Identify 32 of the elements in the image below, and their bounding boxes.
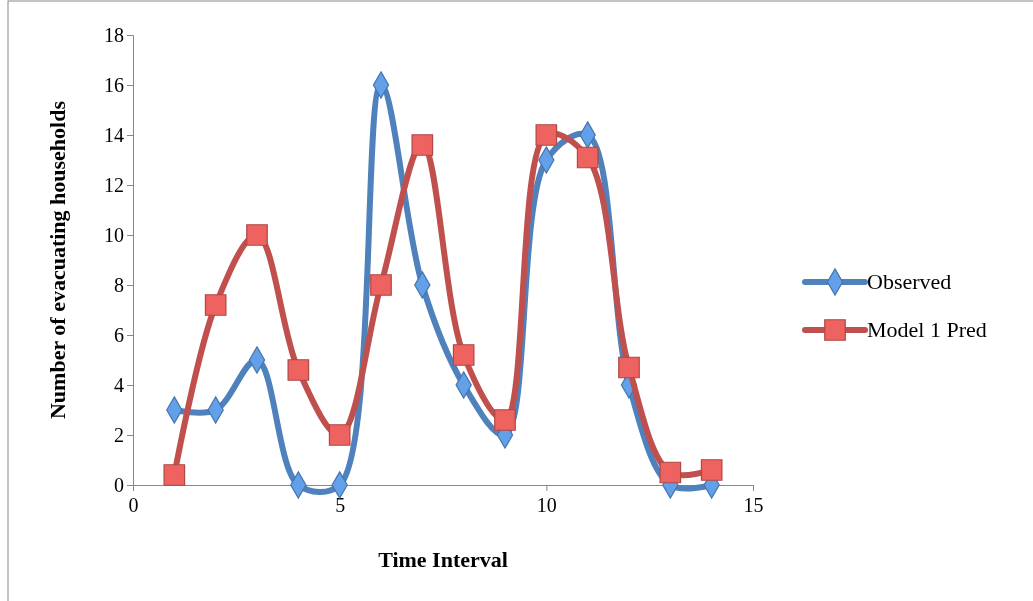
x-tick-label: 15 <box>743 494 764 516</box>
point <box>452 344 475 366</box>
x-tick-label: 0 <box>128 494 139 516</box>
point <box>411 134 434 156</box>
y-tick-label: 6 <box>114 323 124 346</box>
legend-label: Model 1 Pred <box>867 317 987 342</box>
point <box>618 356 640 379</box>
y-tick-label: 10 <box>104 223 124 246</box>
y-tick-label: 2 <box>114 423 124 446</box>
y-tick-label: 0 <box>114 473 124 496</box>
x-tick-label: 10 <box>536 494 557 516</box>
point <box>246 224 268 246</box>
x-tick-label: 5 <box>335 494 346 516</box>
point <box>659 461 682 484</box>
y-tick-label: 4 <box>114 373 124 396</box>
point <box>370 274 392 296</box>
y-tick-label: 8 <box>114 273 124 296</box>
y-axis-title: Number of evacuating households <box>45 100 70 420</box>
point <box>576 146 599 169</box>
x-axis-title: Time Interval <box>378 547 508 572</box>
point <box>535 124 558 146</box>
point <box>287 359 310 381</box>
point <box>494 409 516 431</box>
point <box>163 464 186 486</box>
point <box>204 294 227 316</box>
y-tick-label: 18 <box>104 23 124 46</box>
y-tick-label: 16 <box>104 73 124 96</box>
y-tick-label: 12 <box>104 173 124 196</box>
point <box>328 424 351 446</box>
y-tick-label: 14 <box>104 123 124 146</box>
legend-label: Observed <box>867 269 952 294</box>
point <box>700 459 723 481</box>
